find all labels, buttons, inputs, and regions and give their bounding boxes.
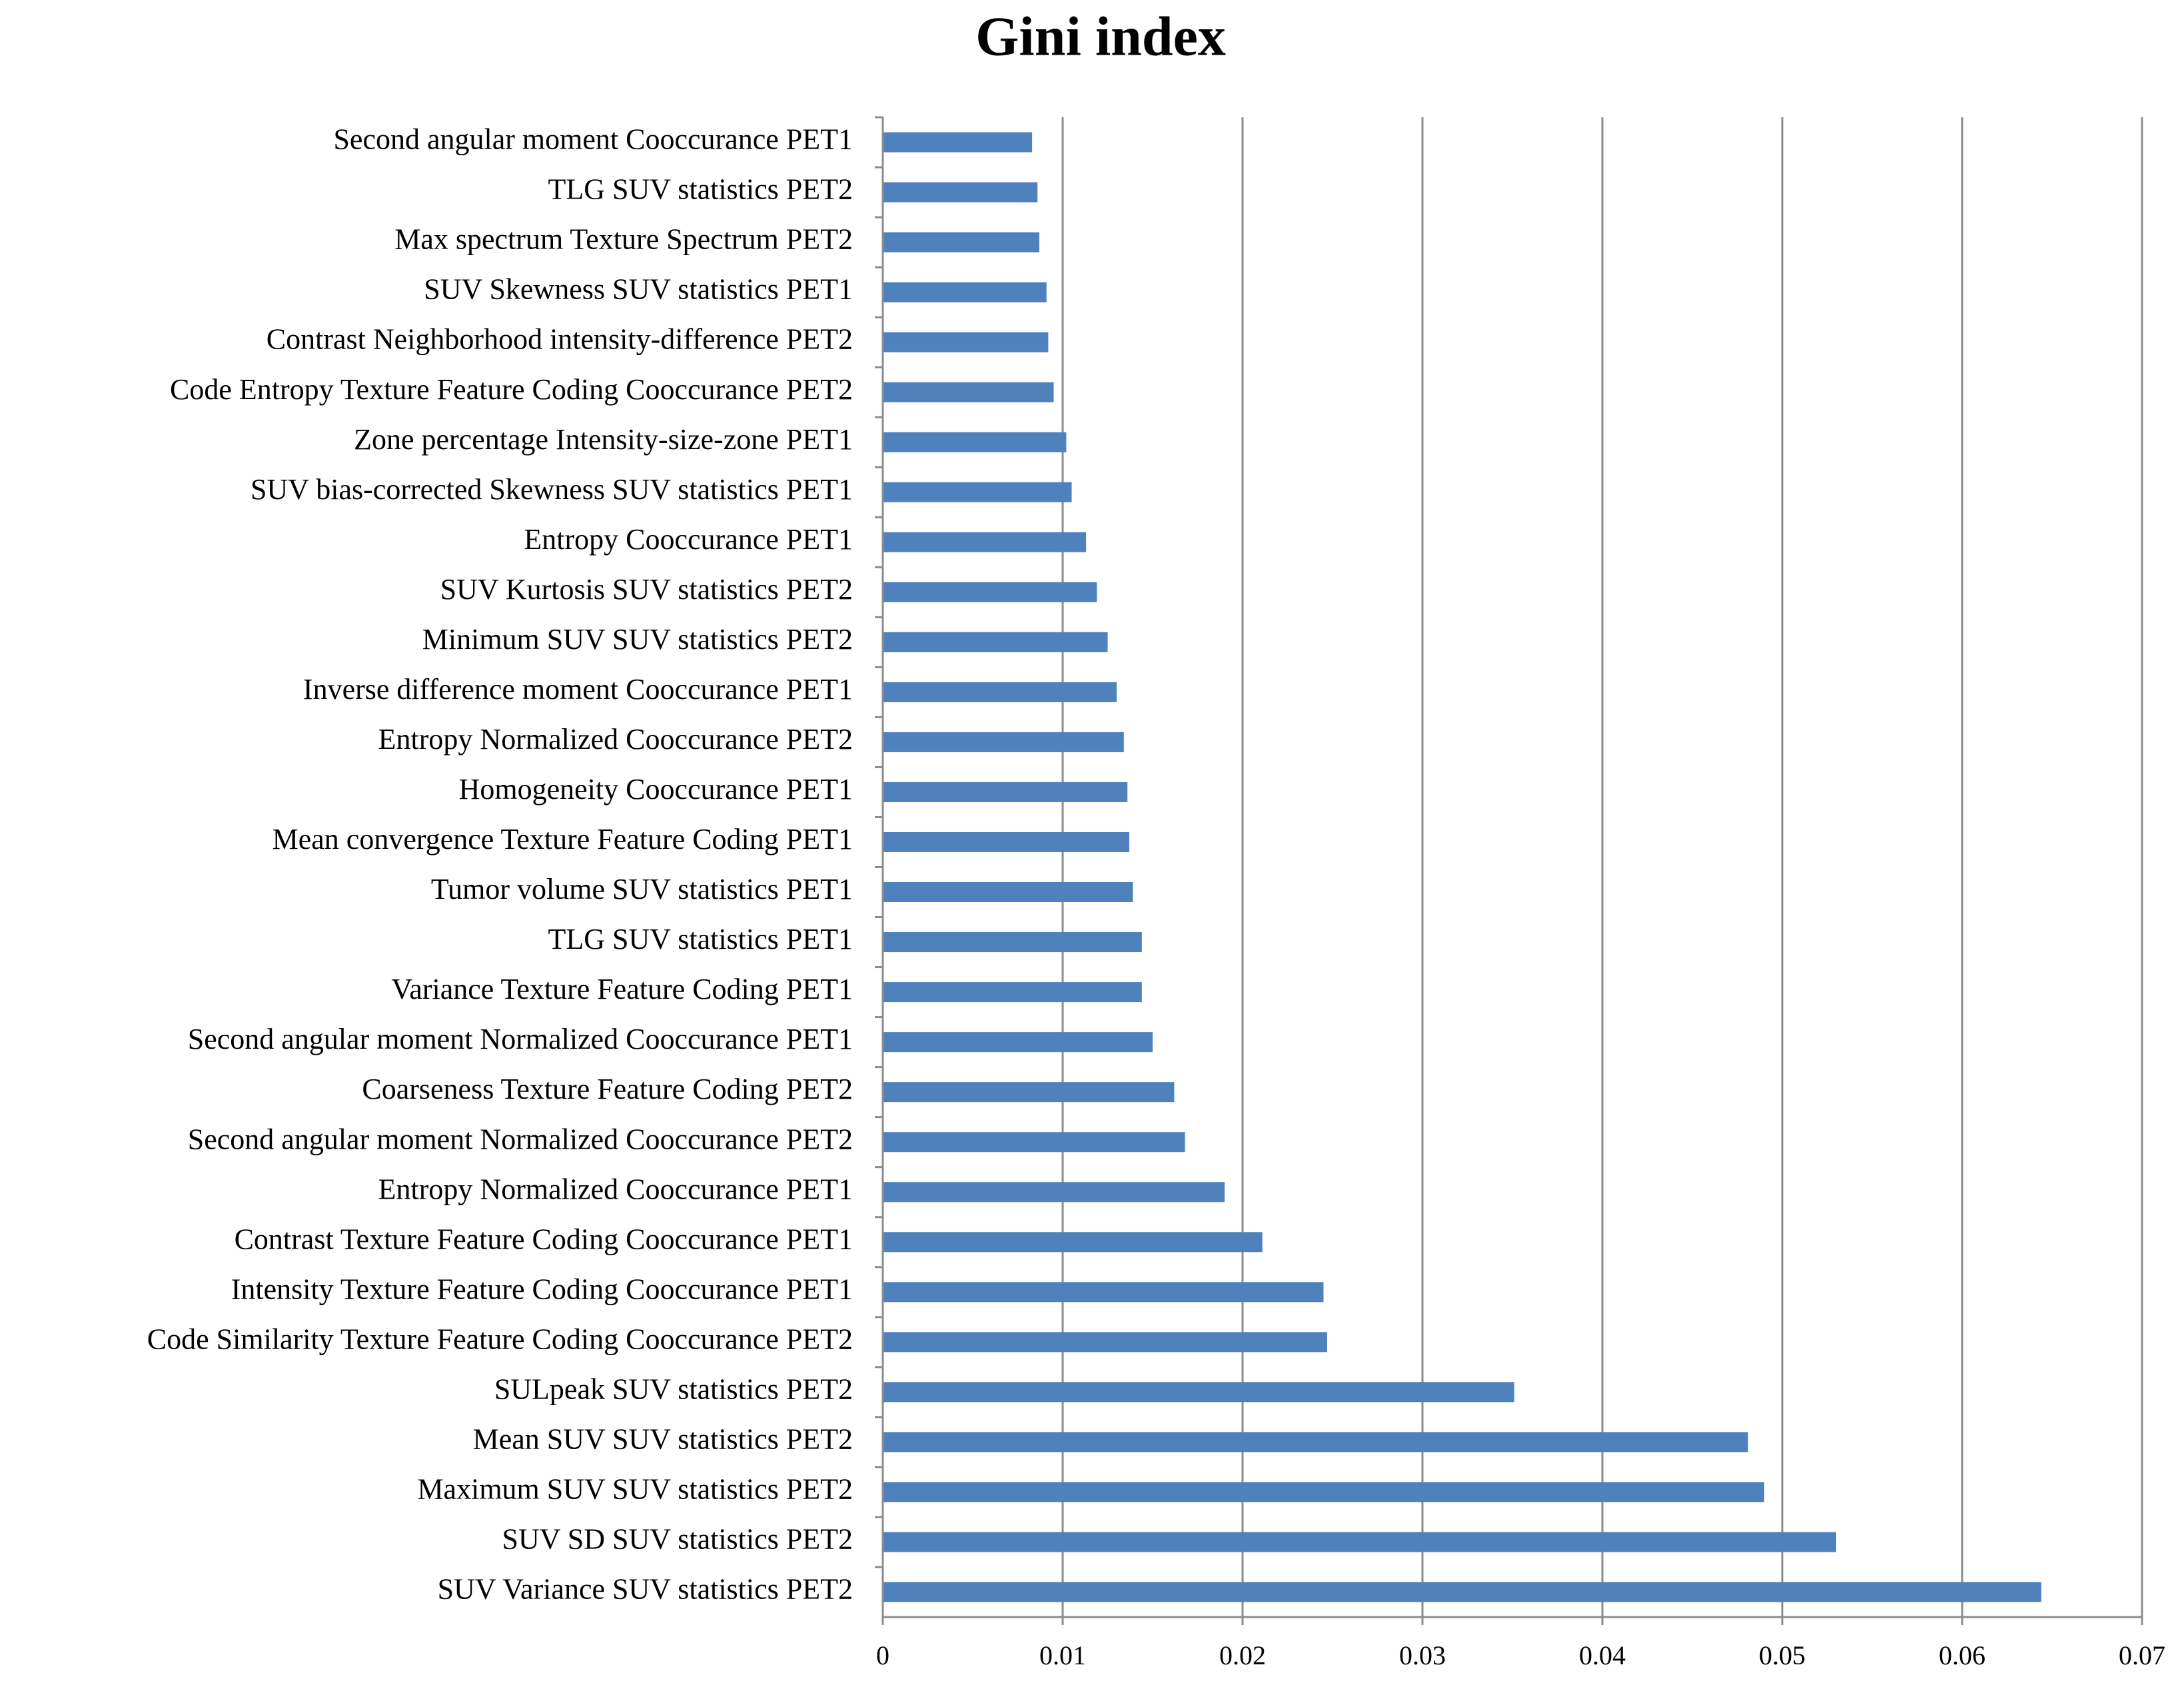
y-tick-label: TLG SUV statistics PET2 bbox=[548, 173, 853, 206]
y-tick-label: Code Similarity Texture Feature Coding C… bbox=[147, 1323, 853, 1355]
bar bbox=[883, 182, 1038, 203]
x-tick-label: 0.05 bbox=[1759, 1640, 1806, 1670]
y-tick-label: Coarseness Texture Feature Coding PET2 bbox=[362, 1073, 853, 1105]
bar bbox=[883, 1182, 1225, 1203]
bar bbox=[883, 332, 1049, 352]
x-tick-label: 0.03 bbox=[1399, 1640, 1446, 1670]
bar bbox=[883, 382, 1054, 402]
bar bbox=[883, 1432, 1748, 1452]
y-tick-label: Second angular moment Cooccurance PET1 bbox=[333, 123, 853, 156]
x-tick-label: 0.02 bbox=[1219, 1640, 1266, 1670]
y-tick-label: Contrast Texture Feature Coding Cooccura… bbox=[235, 1223, 853, 1255]
y-tick-label: SULpeak SUV statistics PET2 bbox=[494, 1373, 853, 1405]
y-tick-label: Intensity Texture Feature Coding Cooccur… bbox=[231, 1273, 853, 1305]
bar bbox=[883, 1332, 1327, 1353]
y-tick-label: Variance Texture Feature Coding PET1 bbox=[391, 973, 853, 1005]
bar bbox=[883, 1032, 1153, 1053]
bar bbox=[883, 632, 1108, 652]
y-tick-label: Inverse difference moment Cooccurance PE… bbox=[303, 673, 853, 706]
bar bbox=[883, 1382, 1514, 1402]
y-tick-label: Mean convergence Texture Feature Coding … bbox=[273, 823, 853, 855]
bar bbox=[883, 1582, 2041, 1602]
x-tick-label: 0.01 bbox=[1039, 1640, 1086, 1670]
y-tick-label: Code Entropy Texture Feature Coding Cooc… bbox=[170, 373, 853, 406]
y-tick-label: Minimum SUV SUV statistics PET2 bbox=[422, 623, 853, 656]
y-tick-label: Maximum SUV SUV statistics PET2 bbox=[417, 1473, 853, 1506]
bar bbox=[883, 232, 1039, 253]
bar bbox=[883, 882, 1133, 903]
y-tick-label: Entropy Normalized Cooccurance PET1 bbox=[378, 1173, 853, 1205]
bar bbox=[883, 782, 1128, 802]
bar bbox=[883, 982, 1142, 1003]
bar bbox=[883, 1282, 1324, 1303]
bar bbox=[883, 832, 1129, 852]
y-tick-label: TLG SUV statistics PET1 bbox=[548, 923, 853, 955]
y-tick-label: SUV SD SUV statistics PET2 bbox=[502, 1523, 853, 1556]
y-tick-label: SUV Variance SUV statistics PET2 bbox=[438, 1573, 853, 1606]
y-tick-label: Contrast Neighborhood intensity-differen… bbox=[267, 323, 853, 356]
bar bbox=[883, 732, 1124, 752]
y-tick-label: Entropy Cooccurance PET1 bbox=[524, 523, 853, 556]
y-tick-label: Entropy Normalized Cooccurance PET2 bbox=[378, 723, 853, 756]
bar bbox=[883, 1532, 1836, 1552]
bar bbox=[883, 532, 1087, 552]
bar bbox=[883, 432, 1067, 452]
y-tick-label: Homogeneity Cooccurance PET1 bbox=[459, 773, 853, 806]
y-tick-label: SUV bias-corrected Skewness SUV statisti… bbox=[251, 473, 853, 506]
bar bbox=[883, 482, 1072, 502]
bar bbox=[883, 282, 1047, 302]
x-tick-label: 0.07 bbox=[2119, 1640, 2165, 1670]
x-tick-label: 0.06 bbox=[1939, 1640, 1985, 1670]
bar bbox=[883, 1132, 1185, 1153]
bar bbox=[883, 582, 1097, 602]
bar bbox=[883, 682, 1117, 702]
y-tick-label: Tumor volume SUV statistics PET1 bbox=[431, 873, 853, 905]
chart-title: Gini index bbox=[975, 5, 1226, 67]
bar bbox=[883, 1232, 1263, 1253]
bar bbox=[883, 132, 1033, 153]
y-tick-label: Zone percentage Intensity-size-zone PET1 bbox=[354, 423, 853, 456]
y-tick-label: Second angular moment Normalized Cooccur… bbox=[188, 1123, 853, 1155]
y-tick-label: Mean SUV SUV statistics PET2 bbox=[473, 1422, 853, 1455]
bar bbox=[883, 1082, 1175, 1103]
y-tick-label: Second angular moment Normalized Cooccur… bbox=[188, 1023, 853, 1055]
y-tick-label: SUV Kurtosis SUV statistics PET2 bbox=[440, 573, 853, 606]
bar bbox=[883, 1482, 1764, 1502]
bar bbox=[883, 932, 1142, 953]
x-tick-label: 0 bbox=[876, 1640, 889, 1670]
y-tick-label: Max spectrum Texture Spectrum PET2 bbox=[394, 223, 853, 256]
y-tick-label: SUV Skewness SUV statistics PET1 bbox=[424, 273, 853, 306]
x-tick-label: 0.04 bbox=[1579, 1640, 1626, 1670]
